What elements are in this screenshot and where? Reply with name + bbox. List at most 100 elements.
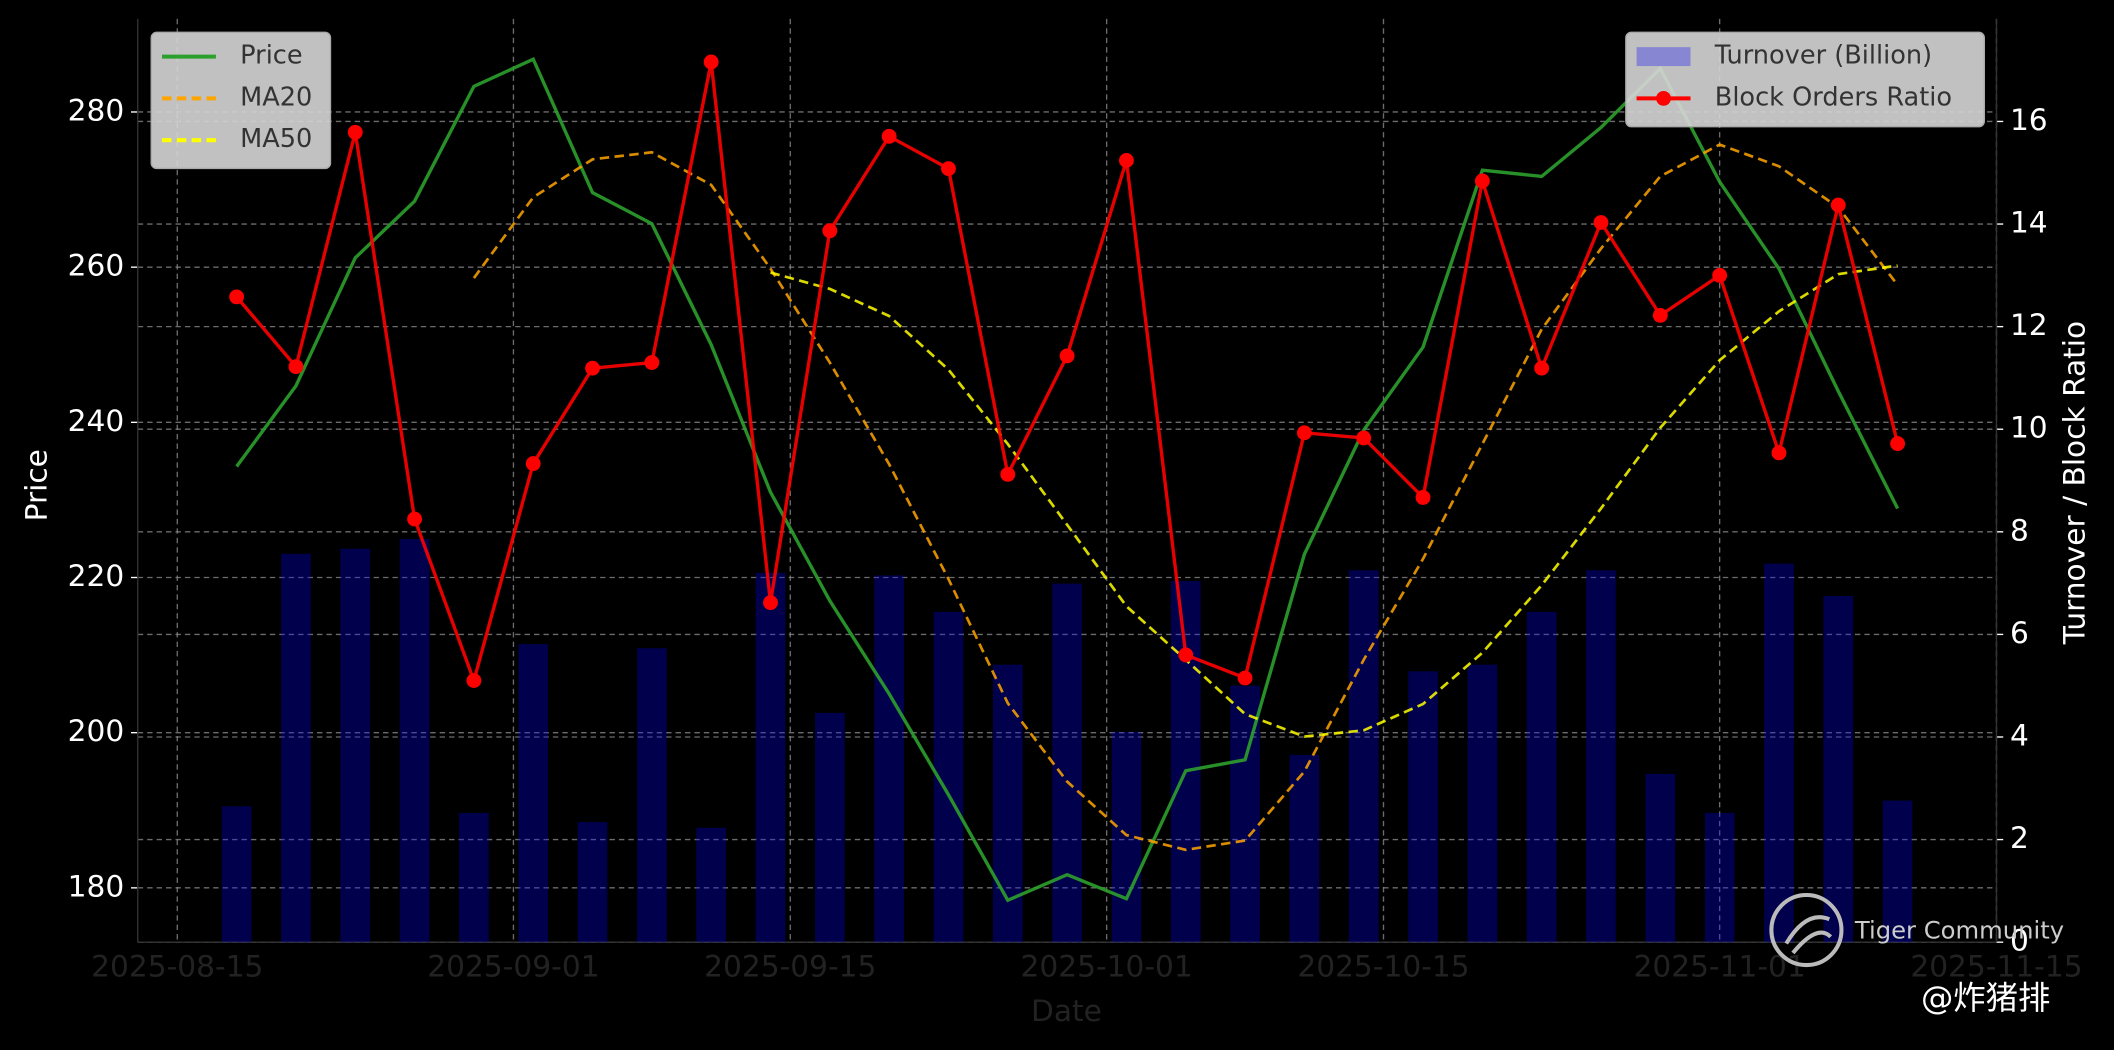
watermark-icon bbox=[1769, 892, 1844, 968]
y-tick-label: 220 bbox=[68, 558, 125, 593]
bar bbox=[637, 648, 667, 943]
x-tick-label: 2025-11-15 bbox=[1910, 948, 2082, 983]
marker bbox=[1534, 360, 1550, 376]
y-tick-label: 280 bbox=[68, 92, 125, 127]
marker bbox=[1296, 425, 1312, 441]
watermark-brand: Tiger Community bbox=[1854, 915, 2064, 944]
bar bbox=[1586, 570, 1616, 943]
bar bbox=[696, 827, 727, 943]
marker bbox=[703, 54, 719, 70]
y-tick-label: 240 bbox=[68, 403, 125, 438]
legend-box bbox=[150, 31, 332, 170]
marker bbox=[763, 595, 778, 611]
marker bbox=[1712, 267, 1728, 283]
watermark-icon-detail bbox=[1784, 915, 1833, 955]
line-series bbox=[235, 56, 1900, 903]
marker bbox=[407, 511, 422, 527]
y2-tick-label: 16 bbox=[2010, 102, 2048, 137]
marker bbox=[229, 289, 245, 305]
bar bbox=[1704, 812, 1735, 943]
marker bbox=[1415, 490, 1431, 505]
marker bbox=[466, 673, 482, 688]
bar bbox=[459, 812, 489, 943]
x-tick-label: 2025-10-01 bbox=[1021, 948, 1193, 983]
marker bbox=[1000, 466, 1016, 482]
marker bbox=[1059, 348, 1075, 364]
marker bbox=[525, 456, 541, 472]
bar bbox=[1467, 664, 1498, 943]
x-tick-label: 2025-09-01 bbox=[427, 948, 599, 983]
marker bbox=[1237, 670, 1253, 686]
y2-tick-label: 10 bbox=[2010, 410, 2048, 445]
legend: Price MA20 MA50 bbox=[150, 31, 332, 170]
marker bbox=[881, 128, 897, 144]
bar bbox=[814, 712, 845, 943]
marker bbox=[347, 124, 363, 140]
y-tick-label: 200 bbox=[68, 713, 125, 748]
y2-tick-label: 6 bbox=[2010, 615, 2029, 650]
y2-axis-label: Turnover / Block Ratio bbox=[2056, 321, 2091, 645]
y2-tick-label: 14 bbox=[2010, 205, 2048, 240]
bar bbox=[755, 572, 786, 943]
bar bbox=[577, 822, 608, 943]
line-series bbox=[770, 264, 1898, 738]
y2-tick-label: 2 bbox=[2010, 820, 2029, 855]
line-series bbox=[472, 143, 1899, 852]
marker bbox=[822, 223, 838, 239]
bar bbox=[221, 806, 252, 943]
marker bbox=[1830, 197, 1846, 213]
marker bbox=[1593, 215, 1609, 230]
legend-label: MA50 bbox=[240, 124, 312, 154]
marker bbox=[585, 360, 600, 376]
x-tick-label: 2025-08-15 bbox=[91, 948, 263, 983]
marker bbox=[644, 355, 660, 370]
marker bbox=[1474, 173, 1490, 189]
y2-tick-label: 4 bbox=[2010, 717, 2029, 752]
legend-label: MA20 bbox=[240, 82, 312, 112]
legend-label: Turnover (Billion) bbox=[1714, 41, 1932, 71]
legend-marker bbox=[1656, 90, 1671, 106]
marker bbox=[1652, 307, 1668, 323]
bar bbox=[1882, 800, 1913, 943]
x-tick-label: 2025-10-15 bbox=[1297, 948, 1469, 983]
bar bbox=[1289, 754, 1320, 943]
x-tick-label: 2025-11-01 bbox=[1634, 948, 1806, 983]
marker bbox=[1356, 430, 1372, 446]
watermark: Tiger Community @炸猪排 bbox=[1769, 892, 2064, 1017]
bar bbox=[1408, 671, 1438, 943]
y-tick-label: 260 bbox=[68, 248, 125, 283]
bar bbox=[1526, 611, 1557, 943]
x-tick-label: 2025-09-15 bbox=[704, 948, 876, 983]
marker bbox=[288, 359, 304, 375]
bar bbox=[1170, 581, 1201, 943]
y2-tick-label: 12 bbox=[2010, 307, 2048, 342]
marker bbox=[941, 161, 956, 177]
bar bbox=[518, 644, 549, 943]
bar bbox=[1823, 595, 1854, 943]
watermark-author: @炸猪排 bbox=[1921, 979, 2050, 1017]
bar bbox=[1348, 570, 1379, 943]
bar bbox=[1645, 773, 1676, 943]
bar bbox=[874, 575, 904, 943]
y2-tick-label: 8 bbox=[2010, 512, 2029, 547]
y-axis-label: Price bbox=[19, 449, 54, 521]
bar bbox=[1052, 583, 1082, 943]
bar bbox=[340, 548, 371, 943]
legend-swatch bbox=[1636, 47, 1691, 67]
y-tick-label: 180 bbox=[68, 868, 125, 903]
marker bbox=[1771, 445, 1787, 461]
bar bbox=[399, 538, 430, 943]
y2-tick-label: 0 bbox=[2010, 923, 2029, 958]
legend-label: Price bbox=[240, 41, 302, 71]
marker bbox=[1890, 436, 1906, 452]
legend-label: Block Orders Ratio bbox=[1715, 82, 1952, 112]
x-axis-label: Date bbox=[1031, 993, 1102, 1028]
marker bbox=[1178, 647, 1194, 663]
bar bbox=[1764, 563, 1794, 943]
legend-box bbox=[1625, 31, 1986, 128]
legend: Turnover (Billion) Block Orders Ratio bbox=[1625, 31, 1986, 128]
marker bbox=[1119, 153, 1134, 168]
